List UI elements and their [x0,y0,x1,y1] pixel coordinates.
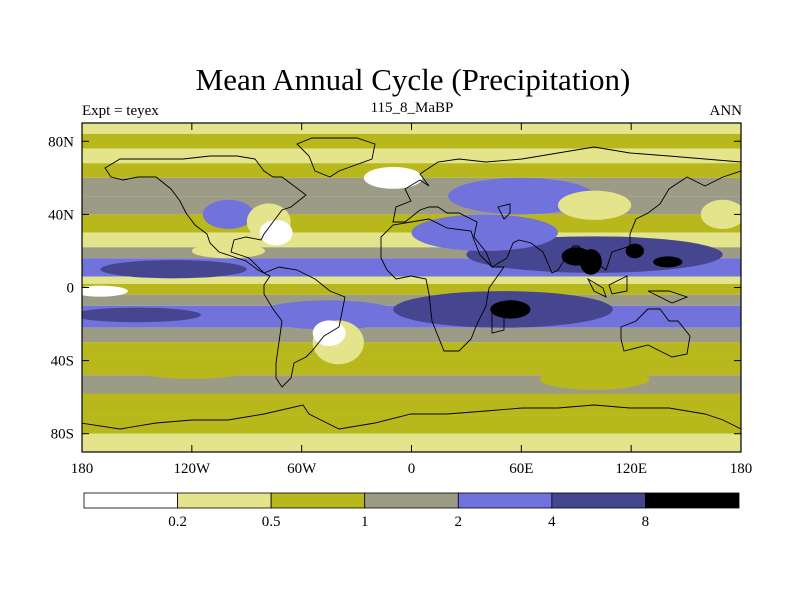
x-tick-label: 180 [730,461,753,477]
y-tick-label: 40N [48,207,74,223]
field-patch [490,300,531,319]
field-band [82,327,741,343]
colorbar-swatch [177,492,272,509]
x-tick-label: 0 [408,461,416,477]
field-band [82,283,741,295]
coastline-outlines [82,137,741,452]
field-band [82,196,741,215]
field-patch [625,243,644,259]
field-patch [557,190,632,220]
right-string: ANN [710,103,743,119]
colorbar-label: 2 [455,514,463,530]
center-string: 115_8_MaBP [371,100,454,116]
continent-outline [296,137,376,178]
field-patch [700,199,741,230]
continent-outline [497,203,511,220]
y-tick-label: 0 [67,281,75,297]
colorbar-label: 0.2 [168,514,187,530]
continent-outline [608,275,628,295]
colorbar: 0.2 0.5 1 2 4 8 [83,492,740,530]
field-band [82,342,741,357]
field-patch [202,199,255,230]
field-band [82,148,741,164]
continent-outline [586,277,607,298]
colorbar-swatch [270,492,366,509]
left-string: Expt = teyex [82,103,159,119]
y-axis: 80N 40N 0 40S 80S [48,134,741,443]
x-axis: 180 120W 60W 0 60E 120E 180 [71,123,753,477]
field-patch [539,367,650,390]
field-band [82,133,741,149]
colorbar-label: 1 [361,514,369,530]
field-patch [653,256,683,268]
colorbar-swatch [551,492,646,509]
field-patch [136,360,247,379]
colorbar-label: 4 [548,514,556,530]
colorbar-swatch [83,492,178,509]
continent-outline [82,404,741,452]
continent-outline [104,155,307,274]
field-patch [82,285,128,297]
field-patch [579,249,602,275]
x-tick-label: 120W [173,461,211,477]
continent-outline [647,290,689,304]
continent-outline [380,218,505,352]
y-tick-label: 80S [51,427,74,443]
colorbar-swatch [364,492,459,509]
field-band [82,433,741,452]
x-tick-label: 60W [287,461,317,477]
field-patch [191,243,266,259]
chart-title: Mean Annual Cycle (Precipitation) [196,62,631,97]
continent-outline [491,311,505,334]
field-band [82,393,741,416]
x-tick-label: 60E [509,461,533,477]
field-band [82,276,741,284]
continent-outline [392,146,741,275]
precipitation-field [82,123,741,452]
y-tick-label: 80N [48,134,74,150]
field-band [82,247,741,259]
x-tick-label: 180 [71,461,94,477]
field-band [82,415,741,434]
y-tick-label: 40S [51,354,74,370]
colorbar-swatch [645,492,740,509]
continent-outline [262,266,346,388]
colorbar-swatch [457,492,553,509]
field-patch [100,260,247,279]
field-patch [411,214,558,251]
continent-outline [620,308,691,358]
x-tick-label: 120E [615,461,647,477]
colorbar-label: 0.5 [262,514,281,530]
field-patch [82,307,201,323]
field-patch [255,300,403,330]
colorbar-label: 8 [642,514,650,530]
field-patch [363,166,423,189]
field-patch [259,219,293,246]
